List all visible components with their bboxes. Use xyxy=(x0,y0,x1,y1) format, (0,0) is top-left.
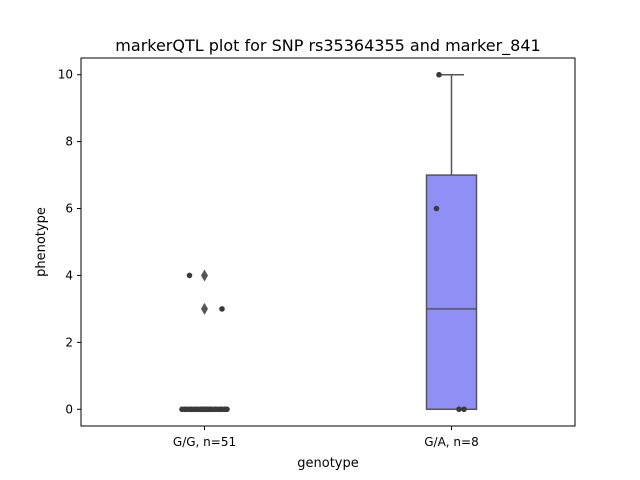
y-tick-label: 8 xyxy=(65,135,73,149)
chart-title: markerQTL plot for SNP rs35364355 and ma… xyxy=(115,36,540,56)
data-point xyxy=(222,406,229,413)
data-point xyxy=(433,205,440,212)
data-point xyxy=(217,406,224,413)
x-axis: G/G, n=51 G/A, n=8 xyxy=(173,426,479,449)
points-layer xyxy=(179,71,467,413)
boxes-layer xyxy=(179,73,478,411)
y-tick-label: 6 xyxy=(65,202,73,216)
data-point xyxy=(436,71,442,78)
y-tick-label: 10 xyxy=(58,68,73,82)
data-point xyxy=(212,406,219,413)
plot-frame xyxy=(80,57,576,427)
x-tick-label: G/A, n=8 xyxy=(424,435,478,449)
data-point xyxy=(200,406,206,413)
box-body xyxy=(425,174,478,411)
data-point xyxy=(186,272,193,279)
outlier-marker xyxy=(201,269,208,282)
y-tick-label: 0 xyxy=(65,402,73,416)
y-tick-label: 4 xyxy=(65,268,73,282)
x-tick-label: G/G, n=51 xyxy=(173,435,236,449)
data-point xyxy=(192,406,199,413)
y-tick-label: 2 xyxy=(65,335,73,349)
y-axis-label: phenotype xyxy=(34,207,49,277)
data-point xyxy=(461,406,467,413)
data-point xyxy=(219,306,225,312)
data-point xyxy=(205,406,211,413)
data-point xyxy=(182,406,189,413)
x-axis-label: genotype xyxy=(297,456,358,471)
data-point xyxy=(456,406,462,413)
data-point xyxy=(187,406,194,413)
outlier-marker xyxy=(201,302,208,315)
y-axis: 0 2 4 6 8 10 xyxy=(58,68,81,416)
